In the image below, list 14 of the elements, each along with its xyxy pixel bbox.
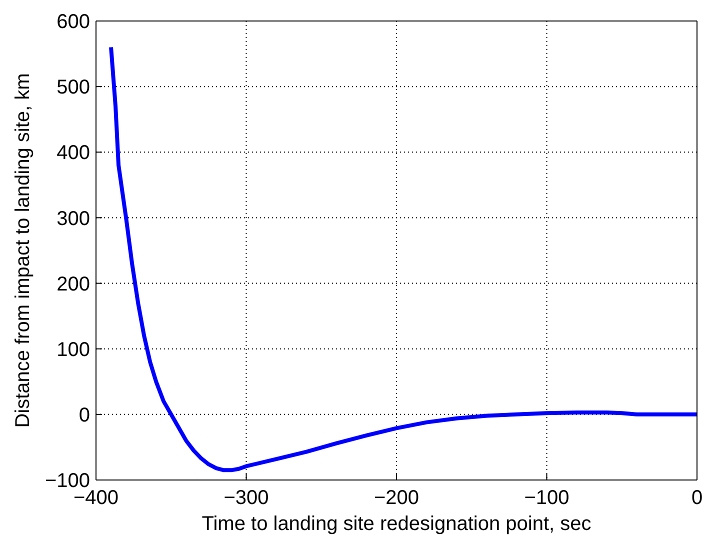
y-tick-label: 100 — [56, 338, 90, 361]
x-axis-title: Time to landing site redesignation point, sec — [202, 513, 592, 535]
y-tick-label: 0 — [78, 404, 90, 427]
y-tick-label: 400 — [56, 142, 90, 164]
y-tick-label: 300 — [56, 208, 90, 230]
y-tick-label: 600 — [56, 11, 90, 34]
x-tick-label: −300 — [224, 487, 269, 510]
x-tick-label: 0 — [691, 487, 703, 510]
y-tick-label: 500 — [56, 76, 90, 99]
x-tick-label: −100 — [524, 487, 570, 510]
line-series — [109, 45, 697, 472]
y-tick-label: 200 — [56, 273, 90, 296]
x-tick-label: −200 — [374, 487, 420, 510]
y-axis-title: Distance from impact to landing site, km — [12, 73, 34, 428]
